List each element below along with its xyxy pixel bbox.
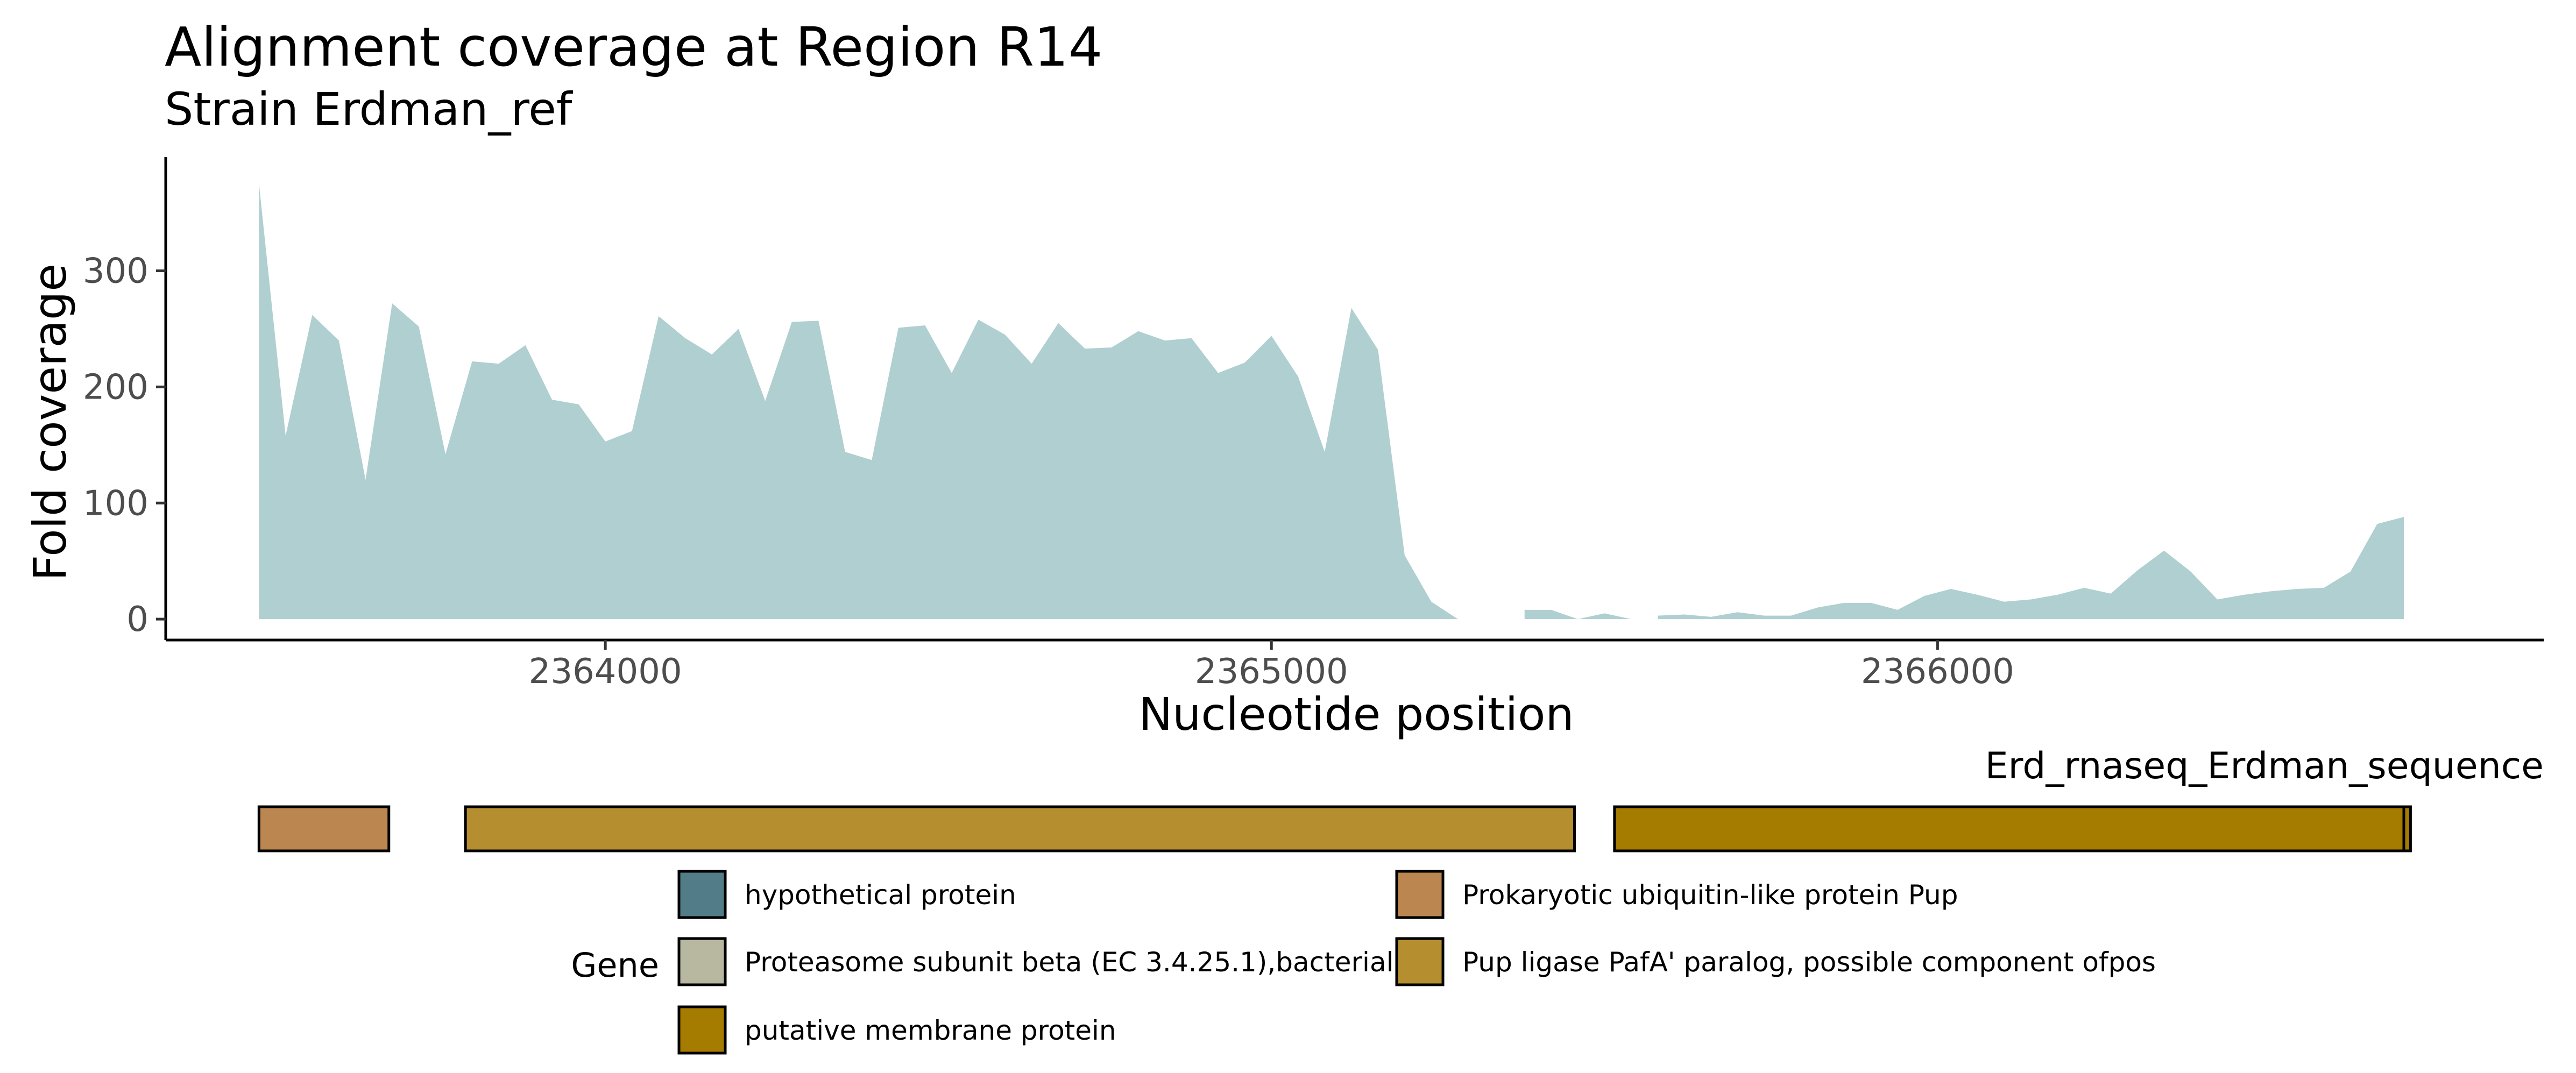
gene-block [257,805,391,852]
x-axis: 2364000 2365000 2366000 [166,638,2544,692]
legend-key [677,870,727,919]
plot-area [259,183,2404,620]
gene-block [464,805,1576,852]
y-tick-label: 0 [126,600,148,639]
legend-title: Gene [571,946,659,985]
x-tick-label: 2366000 [1861,652,2014,692]
legend-label: Pup ligase PafA' paralog, possible compo… [1462,947,2156,978]
legend-key [677,1005,727,1055]
legend: Gene hypothetical protein Proteasome subu… [571,870,2156,1055]
legend-key [677,937,727,986]
gene-block [2402,805,2412,852]
y-tick-label: 200 [83,367,148,407]
chart-title: Alignment coverage at Region R14 [165,16,1102,79]
y-tick-label: 100 [83,484,148,523]
legend-label: putative membrane protein [745,1015,1116,1046]
gene-block [1613,805,2405,852]
legend-key [1395,937,1445,986]
gene-track-label: Erd_rnaseq_Erdman_sequence [1985,745,2544,787]
legend-key [1395,870,1445,919]
x-tick-label: 2364000 [529,652,682,692]
legend-label: Prokaryotic ubiquitin-like protein Pup [1462,879,1958,911]
y-tick-label: 300 [83,252,148,292]
chart-subtitle: Strain Erdman_ref [165,83,574,136]
gene-track [257,805,2412,852]
coverage-area-segment-3 [1658,517,2404,620]
y-axis-label: Fold coverage [24,264,76,581]
legend-label: hypothetical protein [745,879,1016,911]
x-axis-label: Nucleotide position [1138,688,1574,741]
coverage-area-segment-2 [1524,609,1631,620]
coverage-area-segment-1 [259,183,1458,620]
x-tick-label: 2365000 [1195,652,1348,692]
y-axis: 0 100 200 300 [83,157,167,640]
legend-label: Proteasome subunit beta (EC 3.4.25.1),ba… [745,947,1393,978]
